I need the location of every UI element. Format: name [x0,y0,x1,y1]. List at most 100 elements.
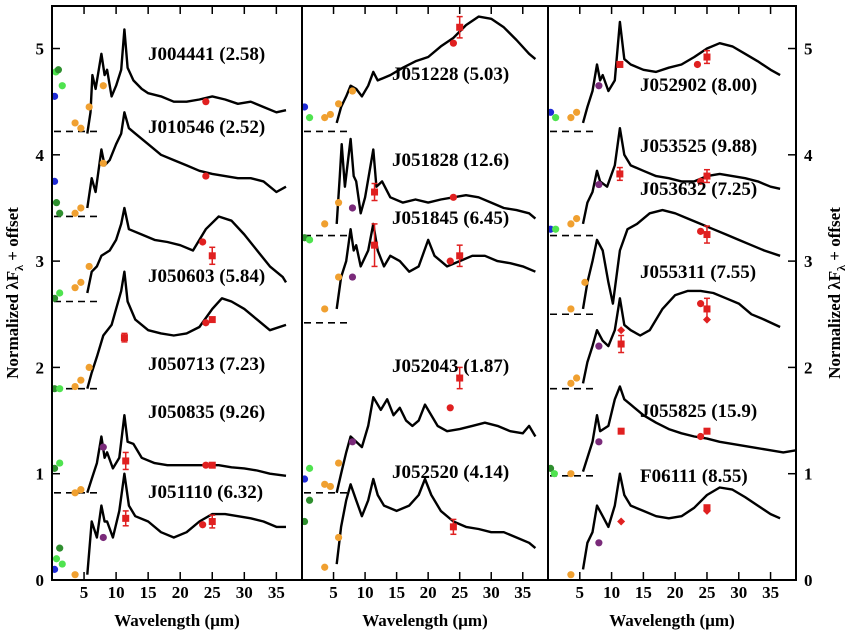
photometry-point [567,379,575,387]
photometry-point [77,486,85,494]
photometry-point [71,284,79,292]
photometry-point [77,204,85,212]
source-j055825 [548,385,796,478]
photometry-point [334,533,343,542]
source-label: J055311 (7.55) [640,262,756,283]
photometry-point [321,305,329,313]
x-tick-label: 10 [357,583,374,602]
photometry-square [456,374,464,382]
source-f06111 [550,472,781,580]
x-tick-label: 30 [730,583,747,602]
photometry-point [58,82,66,90]
y-axis-label-subscript: λ [12,265,26,271]
y-tick-label-left: 4 [36,146,45,165]
x-tick-label: 15 [388,583,405,602]
photometry-point [199,521,207,529]
x-tick-label: 5 [329,583,338,602]
spectrum-line [335,15,537,124]
photometry-point [321,220,329,228]
x-axis-label: Wavelength (µm) [362,611,487,630]
y-tick-label-right: 1 [804,465,813,484]
photometry-square [208,252,216,260]
panel-3: J052902 (8.00) J053525 (9.88) J053632 (7.2… [547,5,797,630]
photometry-point [56,209,64,217]
panel-2: J051228 (5.03) J051828 (12.6) J051845 (6.4… [301,5,549,630]
source-j053525 [548,126,781,237]
x-tick-label: 25 [451,583,468,602]
y-axis-label-main: Normalized λF [3,271,22,379]
panels: J004441 (2.58) J010546 (2.52) J050603 (5.8… [51,5,797,630]
source-j052902 [548,20,781,133]
photometry-point [77,278,85,286]
y-axis-label-right: Normalized λFλ + offset [825,207,848,379]
source-j050713 [52,270,287,393]
x-tick-label: 25 [204,583,221,602]
spectrum-line [335,137,537,224]
photometry-point [305,464,314,472]
photometry-point [693,60,702,69]
photometry-point [56,459,64,467]
photometry-square [617,340,625,348]
photometry-point [567,305,575,313]
photometry-point [567,470,575,478]
photometry-point [595,180,603,189]
source-j050603 [52,206,288,303]
photometry-point [326,482,334,491]
photometry-point [595,438,603,446]
photometry-square [456,252,464,260]
photometry-point [77,124,85,132]
x-tick-label: 35 [762,583,779,602]
source-j010546 [52,111,287,218]
photometry-point [449,39,457,47]
photometry-diamond [617,326,626,335]
source-label: J051110 (6.32) [148,482,263,503]
y-axis-label-suffix: + offset [3,207,22,265]
photometry-point [552,225,560,233]
source-j052043 [302,366,537,494]
photometry-point [99,443,107,451]
spectrum-line [581,472,781,570]
photometry-square [371,241,379,249]
panel-plot-area [52,28,288,580]
photometry-square [122,514,130,522]
photometry-square [616,60,624,68]
photometry-point [326,110,334,119]
photometry-point [449,193,457,201]
photometry-point [581,278,589,286]
photometry-point [302,517,309,526]
spectrum-line [335,222,536,310]
photometry-square [208,518,216,526]
photometry-point [305,114,314,122]
source-label: J052902 (8.00) [640,75,757,96]
photometry-point [595,342,603,350]
photometry-point [56,385,64,393]
spectrum-line [86,28,287,134]
photometry-square [703,427,711,435]
photometry-point [71,489,79,497]
source-label: J055825 (15.9) [640,401,757,422]
y-tick-label-left: 0 [36,571,45,590]
photometry-point [56,544,64,552]
photometry-square [208,461,216,469]
y-tick-label-right: 4 [804,146,813,165]
photometry-point [99,533,107,542]
photometry-point [202,98,210,106]
photometry-point [334,459,343,467]
source-label: J051828 (12.6) [392,150,509,171]
photometry-point [305,496,314,504]
photometry-point [77,376,85,384]
photometry-point [595,539,603,547]
y-axis-label-subscript: λ [834,265,848,271]
source-label: J050603 (5.84) [148,266,265,287]
spectrum-line [86,472,286,575]
x-tick-label: 35 [268,583,285,602]
x-tick-label: 20 [667,583,684,602]
photometry-point [573,374,581,382]
spectrum-line [86,270,287,390]
source-label: J051228 (5.03) [392,64,509,85]
photometry-point [58,560,66,568]
photometry-square [122,457,130,465]
photometry-point [99,159,107,167]
source-j051110 [52,472,286,580]
y-axis-label-left: Normalized λFλ + offset [3,207,26,379]
